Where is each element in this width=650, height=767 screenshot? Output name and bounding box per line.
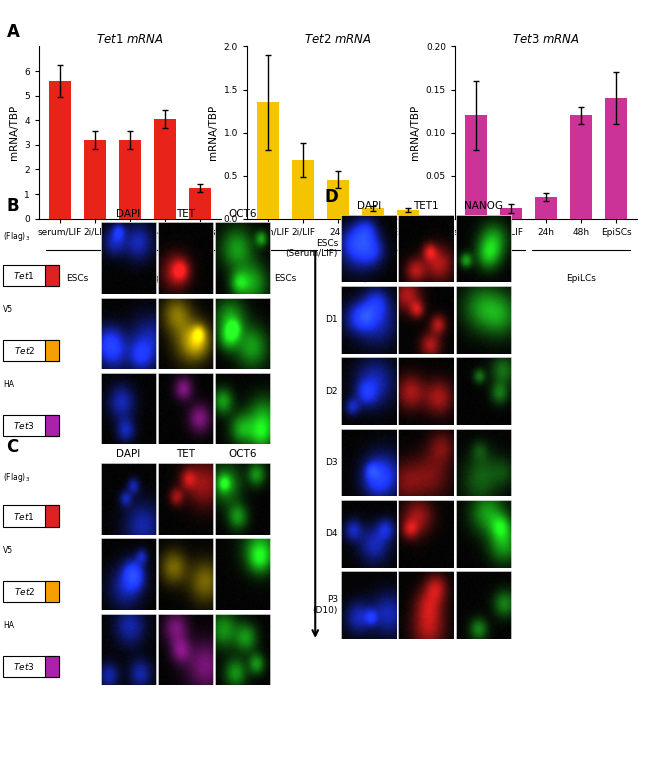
- Y-axis label: mRNA/TBP: mRNA/TBP: [410, 105, 421, 160]
- Text: HA: HA: [3, 621, 14, 630]
- Text: ESCs: ESCs: [482, 274, 504, 283]
- Title: $Tet2$ mRNA: $Tet2$ mRNA: [304, 34, 372, 47]
- Text: DAPI: DAPI: [116, 449, 140, 459]
- Text: V5: V5: [3, 546, 14, 555]
- Bar: [188, 188, 211, 219]
- Text: $\it{Tet1}$: $\it{Tet1}$: [14, 511, 35, 522]
- Bar: [465, 115, 488, 219]
- Text: ESCs: ESCs: [274, 274, 296, 283]
- Text: ESCs: ESCs: [66, 274, 88, 283]
- Text: EpiLCs: EpiLCs: [566, 274, 596, 283]
- Text: P3
(D10): P3 (D10): [313, 595, 338, 615]
- Bar: [153, 119, 176, 219]
- Text: OCT6: OCT6: [229, 209, 257, 219]
- Y-axis label: mRNA/TBP: mRNA/TBP: [208, 105, 218, 160]
- Bar: [534, 197, 558, 219]
- Bar: [604, 98, 627, 219]
- Bar: [257, 103, 280, 219]
- Text: NANOG: NANOG: [464, 201, 503, 211]
- Bar: [326, 180, 350, 219]
- Text: C: C: [6, 438, 19, 456]
- Text: D: D: [325, 188, 339, 206]
- Y-axis label: mRNA/TBP: mRNA/TBP: [8, 105, 19, 160]
- Text: OCT6: OCT6: [229, 449, 257, 459]
- Bar: [292, 160, 315, 219]
- Text: HA: HA: [3, 380, 14, 390]
- Title: $Tet1$ mRNA: $Tet1$ mRNA: [96, 34, 164, 47]
- Text: TET: TET: [176, 449, 195, 459]
- Text: B: B: [6, 197, 19, 215]
- Text: $\it{Tet2}$: $\it{Tet2}$: [14, 345, 35, 356]
- Text: D3: D3: [326, 458, 338, 467]
- Text: $\it{Tet3}$: $\it{Tet3}$: [14, 661, 35, 672]
- Text: D2: D2: [326, 387, 338, 396]
- Title: $Tet3$ mRNA: $Tet3$ mRNA: [512, 34, 580, 47]
- Text: DAPI: DAPI: [357, 201, 381, 211]
- Bar: [569, 115, 592, 219]
- Text: V5: V5: [3, 305, 14, 314]
- Bar: [361, 209, 384, 219]
- Bar: [84, 140, 107, 219]
- Bar: [49, 81, 72, 219]
- Text: $\it{Tet3}$: $\it{Tet3}$: [14, 420, 35, 431]
- Text: D1: D1: [326, 315, 338, 324]
- Text: EpiLCs: EpiLCs: [358, 274, 388, 283]
- Text: (Flag)$_3$: (Flag)$_3$: [3, 230, 31, 243]
- Text: $\it{Tet1}$: $\it{Tet1}$: [14, 270, 35, 281]
- Text: DAPI: DAPI: [116, 209, 140, 219]
- Text: ESCs
(Serum/LIF): ESCs (Serum/LIF): [285, 239, 338, 258]
- Text: (Flag)$_3$: (Flag)$_3$: [3, 471, 31, 484]
- Bar: [500, 209, 523, 219]
- Text: A: A: [6, 23, 20, 41]
- Bar: [396, 210, 419, 219]
- Text: EpiLCs: EpiLCs: [150, 274, 180, 283]
- Bar: [119, 140, 142, 219]
- Text: D4: D4: [326, 529, 338, 538]
- Text: TET: TET: [176, 209, 195, 219]
- Text: $\it{Tet2}$: $\it{Tet2}$: [14, 586, 35, 597]
- Text: TET1: TET1: [413, 201, 439, 211]
